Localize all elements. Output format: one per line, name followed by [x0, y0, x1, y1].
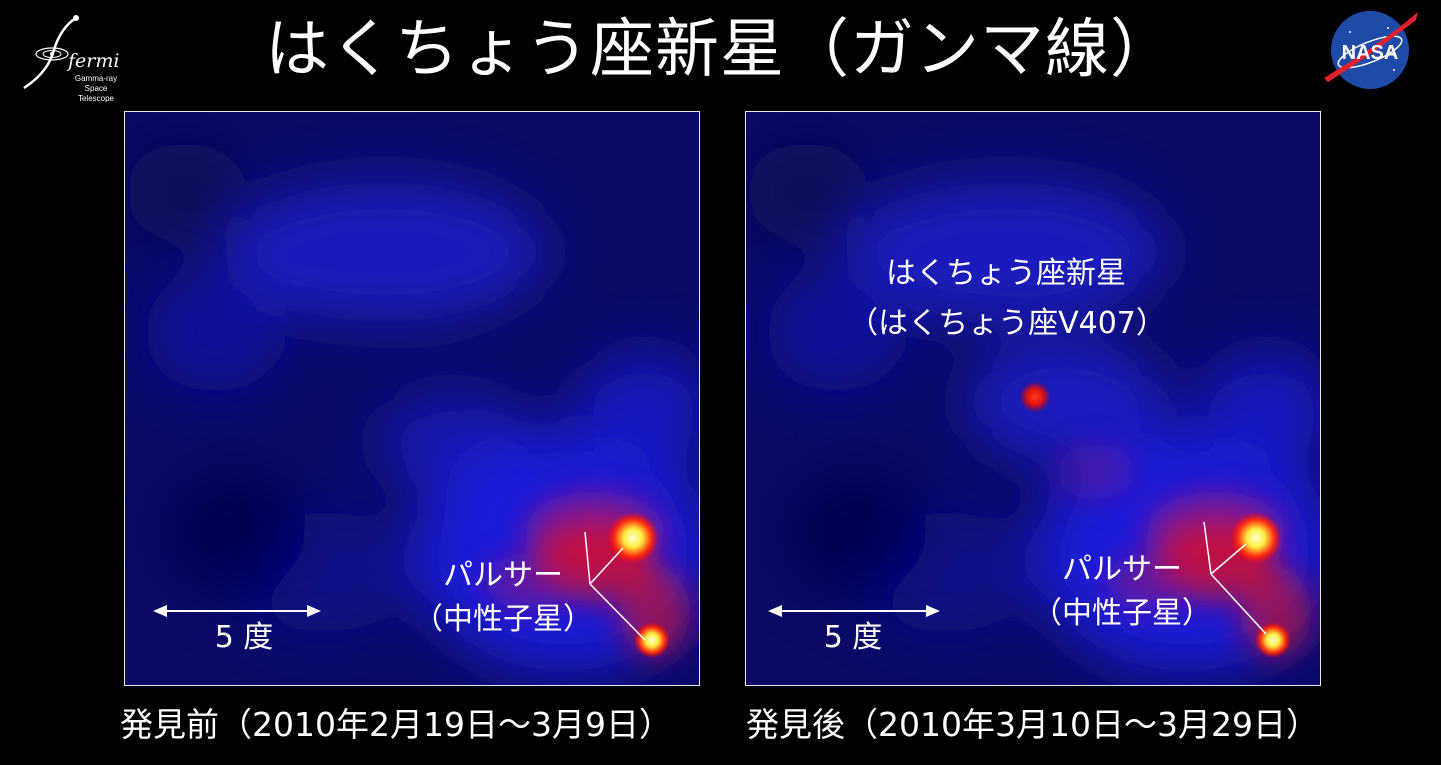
fermi-wordmark: fermi [68, 50, 120, 72]
gamma-map-before: 5 度 パルサー （中性子星） [124, 111, 700, 686]
scale-bar-arrow [153, 605, 321, 617]
fermi-subtitle-line1: Gamma-ray [74, 74, 118, 83]
pulsar-source-1 [1230, 512, 1282, 564]
fermi-swirl-icon [23, 15, 79, 90]
pulsar-label-line2: （中性子星） [1032, 596, 1212, 631]
nasa-meatball-icon: NASA [1324, 11, 1418, 89]
scale-label: 5 度 [214, 620, 274, 655]
nasa-wordmark: NASA [1342, 42, 1399, 64]
pulsar-label-line1: パルサー [443, 558, 563, 593]
fermi-subtitle-line2: Space Telescope [77, 84, 115, 103]
pulsar-source-2 [634, 622, 670, 658]
nova-source [1019, 381, 1051, 413]
pulsar-label-line1: パルサー [1062, 552, 1182, 587]
gamma-ray-image-before [125, 112, 699, 685]
nova-label-line1: はくちょう座新星 [886, 256, 1126, 291]
pulsar-label-line2: （中性子星） [413, 602, 593, 637]
gamma-map-after: はくちょう座新星 （はくちょう座V407） 5 度 パルサー （中性子星） [745, 111, 1321, 686]
page-title: はくちょう座新星（ガンマ線） [265, 13, 1175, 87]
nova-label-line2: （はくちょう座V407） [848, 306, 1166, 341]
fermi-subtitle: Gamma-ray Space Telescope [66, 74, 126, 104]
nasa-logo: NASA [1320, 8, 1420, 92]
scale-label: 5 度 [823, 620, 883, 655]
caption-before: 発見前（2010年2月19日〜3月9日） [120, 705, 672, 744]
caption-after: 発見後（2010年3月10日〜3月29日） [746, 705, 1319, 744]
fermi-logo: fermi Gamma-ray Space Telescope [14, 10, 124, 103]
scale-bar-arrow [768, 605, 940, 617]
gamma-ray-image-after [746, 112, 1320, 685]
